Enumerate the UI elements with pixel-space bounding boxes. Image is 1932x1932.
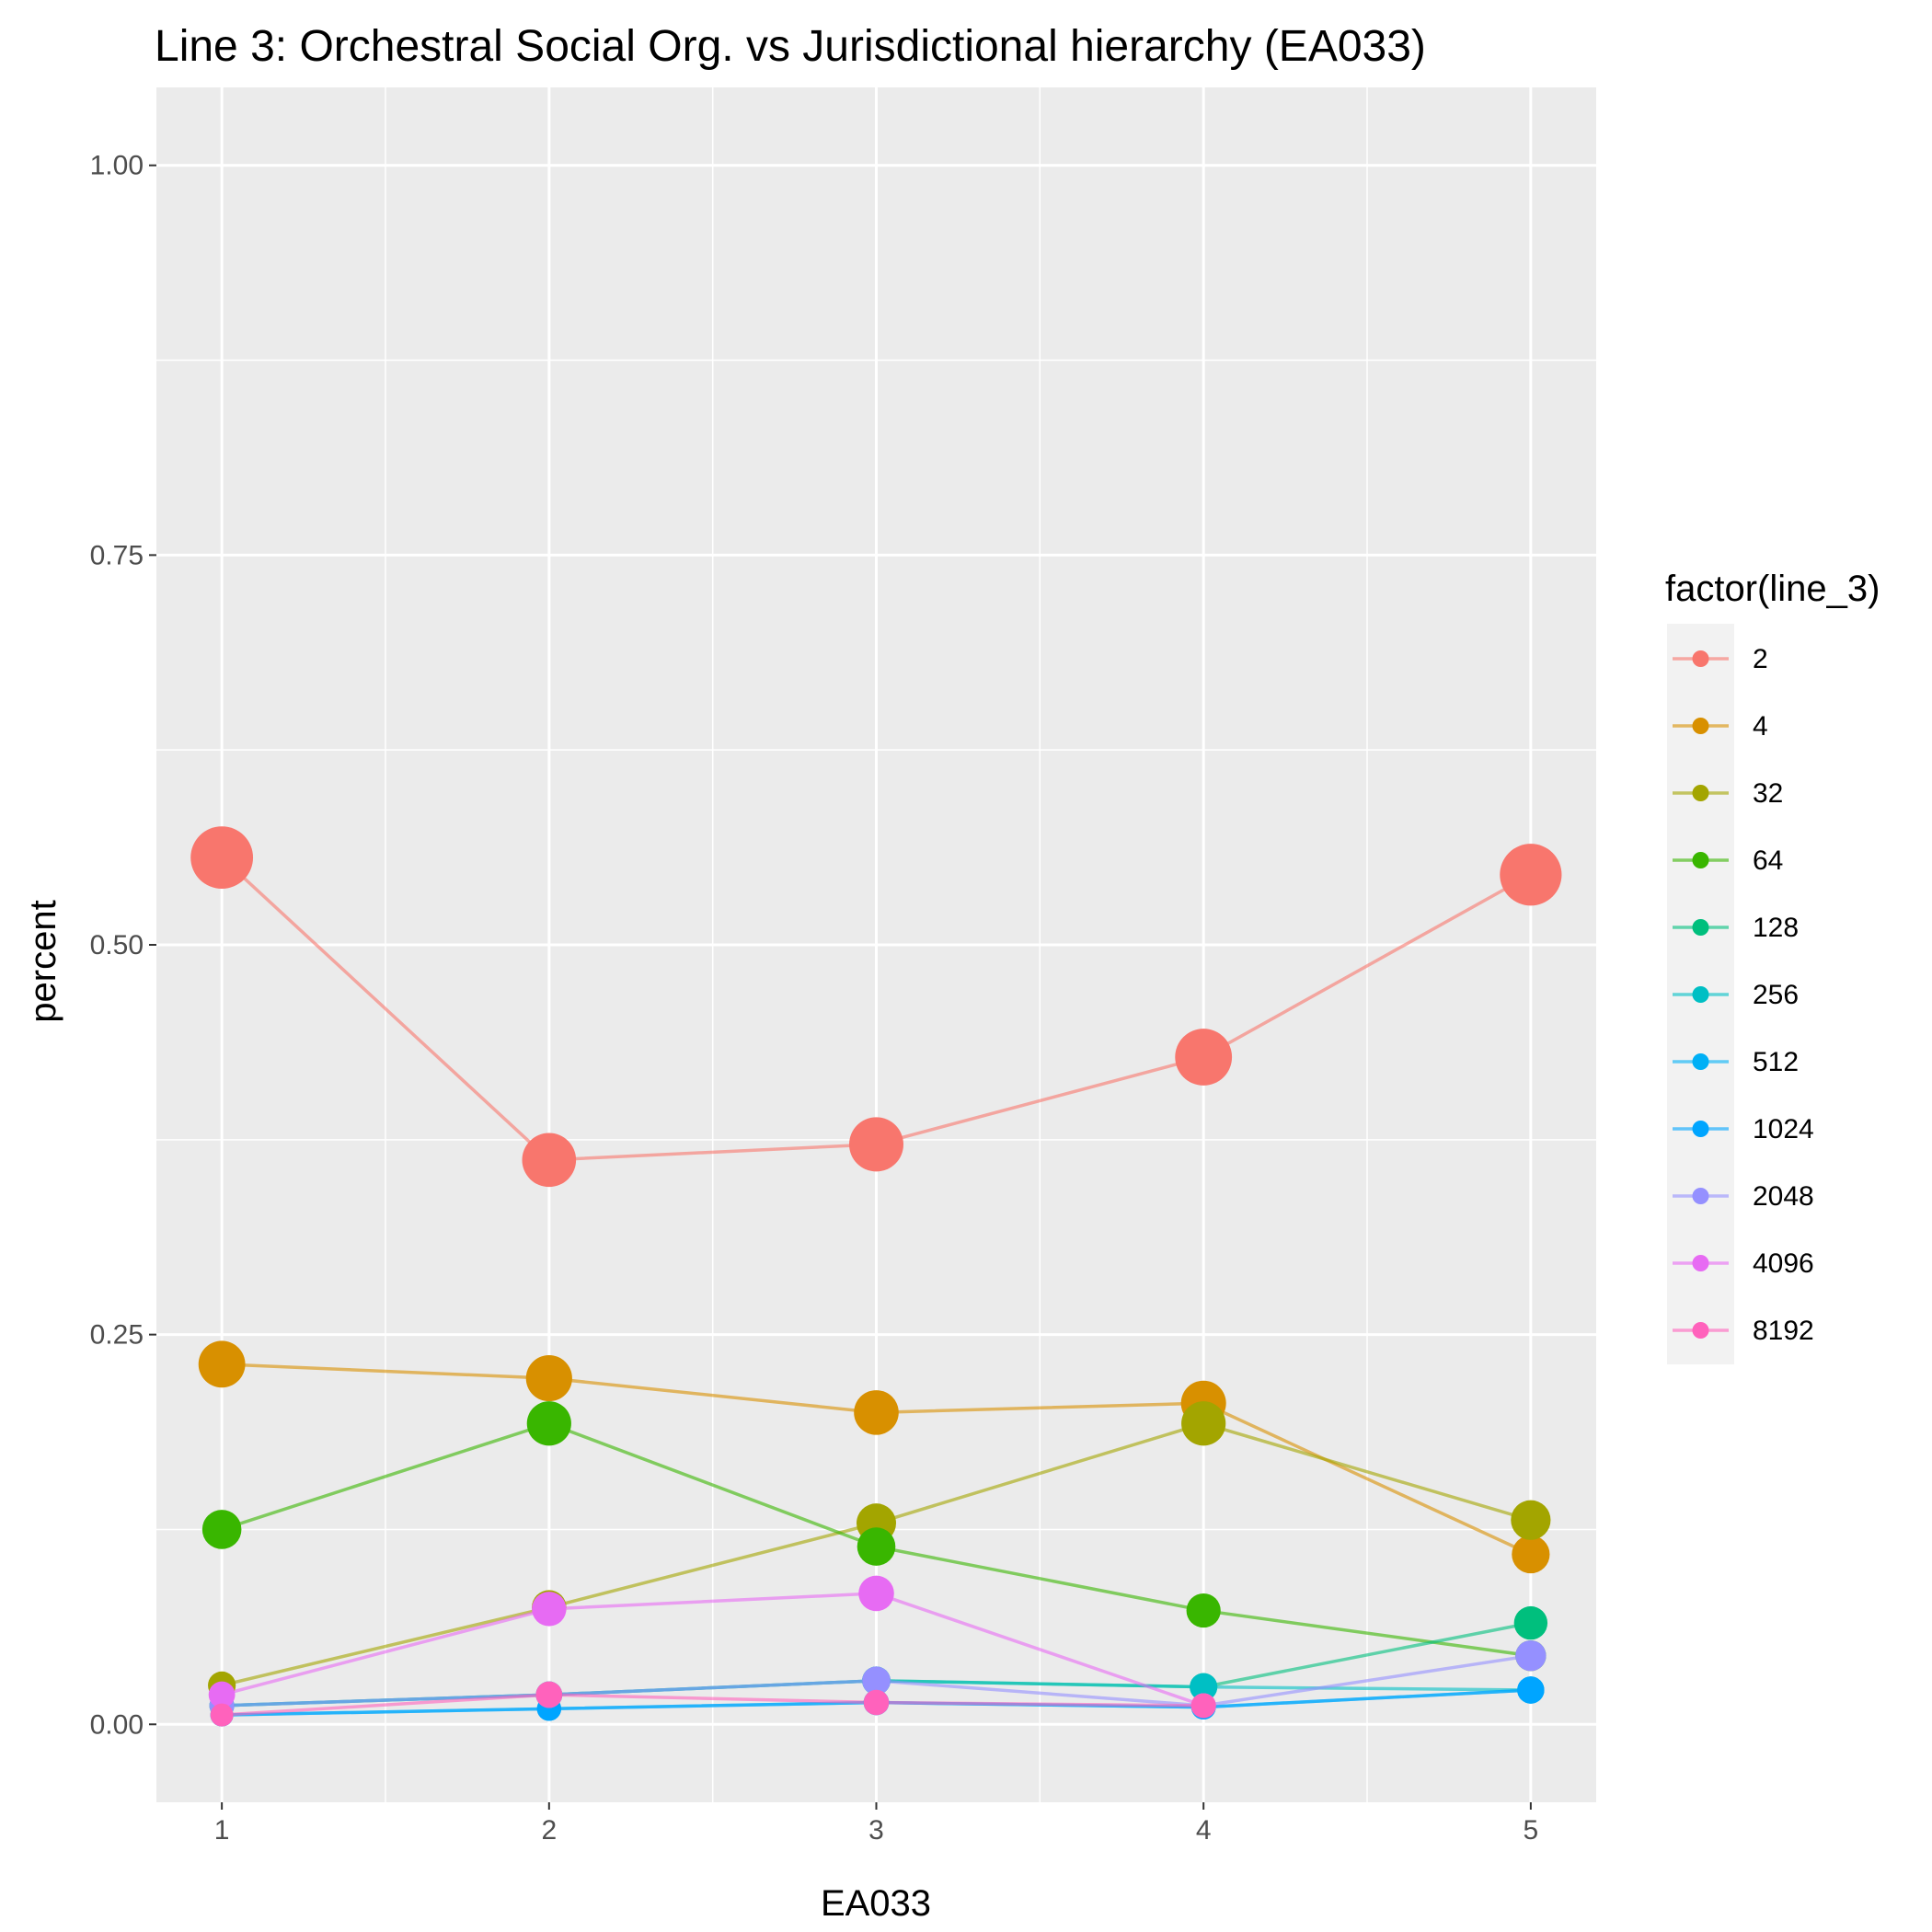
legend-item: 512 [1673,1047,1799,1077]
data-point-4 [525,1354,572,1402]
data-point-8192 [210,1703,234,1727]
y-tick-label: 0.00 [90,1709,144,1740]
legend-item: 4096 [1673,1248,1814,1279]
legend-label: 512 [1753,1047,1799,1077]
chart-title: Line 3: Orchestral Social Org. vs Jurisd… [155,22,1426,71]
data-point-64 [526,1401,571,1446]
legend-label: 2048 [1753,1181,1814,1212]
legend-item: 8192 [1673,1316,1814,1346]
data-point-4096 [858,1575,894,1612]
x-tick-label: 2 [541,1815,557,1846]
legend-key-point [1692,1322,1709,1339]
data-point-1024 [1517,1676,1545,1704]
legend-label: 128 [1753,913,1799,943]
legend-key-point [1692,852,1709,868]
data-point-8192 [1190,1693,1216,1719]
legend-key-point [1692,718,1709,734]
legend-key-point [1692,1053,1709,1070]
legend-key-point [1692,1188,1709,1204]
x-tick-label: 4 [1196,1815,1212,1846]
data-point-32 [1511,1500,1551,1540]
y-tick-label: 0.75 [90,540,144,570]
data-point-2 [190,826,254,890]
x-axis: 1 2 3 4 5 [214,1802,1538,1846]
series-line-8192 [222,1693,1204,1717]
data-point-64 [201,1510,242,1549]
legend-key-point [1692,785,1709,801]
data-point-2 [522,1133,577,1188]
x-tick-label: 1 [214,1815,230,1846]
data-point-128 [1513,1605,1548,1640]
y-tick-label: 1.00 [90,151,144,181]
legend-items: 2 4 32 64 128 256 512 1024 2048 4096 8192 [1673,644,1814,1346]
series-8192 [222,1693,1204,1717]
legend-item: 32 [1673,778,1783,809]
data-point-4 [1512,1535,1550,1574]
series-line-4096 [221,1592,1204,1708]
y-tick-label: 0.50 [90,930,144,960]
data-point-8192 [535,1681,563,1708]
x-axis-title: EA033 [821,1883,931,1924]
data-point-32 [1181,1401,1226,1446]
legend-label: 8192 [1753,1316,1814,1346]
data-point-2 [1500,844,1562,906]
legend-item: 128 [1673,913,1799,943]
data-point-2 [1175,1029,1233,1086]
data-point-4096 [208,1681,236,1708]
data-point-64 [1186,1593,1221,1628]
y-axis-title: percent [23,900,63,1022]
legend-label: 256 [1753,980,1799,1010]
y-tick-label: 0.25 [90,1320,144,1351]
legend-key-point [1692,1255,1709,1271]
data-point-8192 [863,1689,890,1716]
data-point-2048 [862,1666,891,1696]
legend-item: 2 [1673,644,1768,674]
x-tick-label: 5 [1524,1815,1539,1846]
legend-key-point [1692,650,1709,667]
legend-item: 2048 [1673,1181,1814,1212]
legend-label: 4 [1753,711,1768,742]
legend-key-point [1692,1121,1709,1137]
legend-item: 64 [1673,845,1783,876]
legend-label: 1024 [1753,1114,1814,1144]
legend: factor(line_3) 2 4 32 64 128 256 512 1024 2048 40… [1665,569,1880,1364]
y-axis: 0.00 0.25 0.50 0.75 1.00 [90,151,156,1740]
data-point-256 [1190,1673,1218,1701]
legend-label: 64 [1753,845,1783,876]
legend-item: 1024 [1673,1114,1814,1144]
points-layer [190,826,1562,1727]
series-layer [190,826,1562,1727]
data-point-64 [857,1527,896,1566]
legend-label: 32 [1753,778,1783,809]
data-point-2048 [1515,1640,1547,1672]
data-point-4 [198,1340,246,1388]
legend-label: 2 [1753,644,1768,674]
legend-item: 256 [1673,980,1799,1010]
legend-key-point [1692,986,1709,1003]
legend-item: 4 [1673,711,1768,742]
legend-key-point [1692,919,1709,936]
legend-title: factor(line_3) [1665,569,1880,609]
data-point-2 [849,1117,903,1172]
legend-label: 4096 [1753,1248,1814,1279]
data-point-4 [854,1390,899,1435]
series-4096 [221,1592,1204,1708]
x-tick-label: 3 [868,1815,884,1846]
data-point-4096 [532,1592,567,1627]
